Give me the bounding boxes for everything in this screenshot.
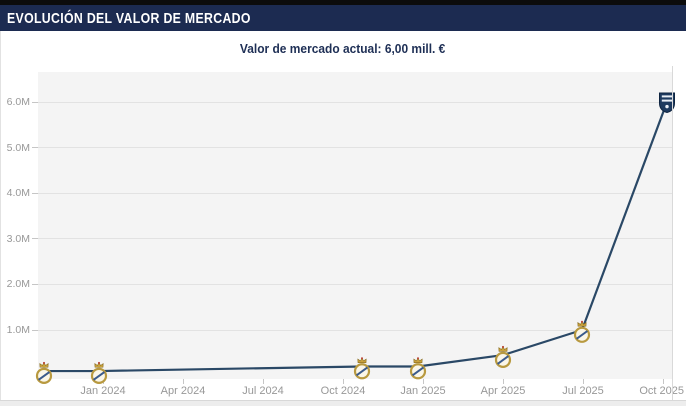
x-axis-label: Jan 2024 (80, 385, 126, 397)
markers-layer (35, 92, 675, 384)
data-point-real-madrid-crest-icon[interactable] (494, 344, 512, 368)
plot-area (38, 72, 672, 379)
widget-left-border (0, 31, 1, 400)
y-gridline (38, 101, 672, 103)
data-point-real-madrid-crest-icon[interactable] (353, 356, 371, 380)
y-axis-label: 2.0M (6, 278, 30, 291)
x-axis-tick (502, 379, 504, 384)
y-axis-label: 1.0M (6, 324, 30, 336)
x-axis-tick (662, 379, 664, 384)
y-gridline (38, 238, 672, 240)
x-axis-label: Jan 2025 (400, 385, 446, 397)
bottom-strip (0, 400, 686, 406)
x-axis-tick (422, 379, 424, 384)
y-axis-label: 5.0M (6, 141, 30, 154)
data-point-real-madrid-crest-icon[interactable] (35, 360, 53, 384)
current-value-text: Valor de mercado actual: 6,00 mill. € (240, 41, 446, 56)
y-axis-label: 4.0M (6, 187, 30, 200)
widget-title: EVOLUCIÓN DEL VALOR DE MERCADO (7, 9, 251, 27)
x-axis-tick (262, 379, 264, 384)
x-axis-label: Apr 2025 (480, 385, 526, 397)
x-axis-tick (182, 379, 184, 384)
x-axis-label: Jul 2025 (562, 385, 604, 397)
y-gridline (38, 192, 672, 194)
y-axis-tick (32, 329, 38, 331)
current-value-caption: Valor de mercado actual: 6,00 mill. € (0, 41, 686, 56)
y-axis-tick (32, 147, 38, 149)
data-point-real-madrid-crest-icon[interactable] (409, 356, 427, 380)
y-axis-tick (32, 101, 38, 103)
data-point-real-madrid-crest-icon[interactable] (573, 319, 591, 343)
top-strip (0, 0, 686, 5)
y-gridline (38, 329, 672, 331)
data-point-real-madrid-crest-icon[interactable] (90, 360, 108, 384)
x-axis-label: Oct 2024 (320, 385, 366, 397)
y-axis-label: 6.0M (6, 96, 30, 108)
x-axis-tick (342, 379, 344, 384)
x-axis-label: Jul 2024 (242, 385, 284, 397)
x-axis-tick (582, 379, 584, 384)
x-axis-label: Apr 2024 (160, 385, 206, 397)
y-axis-tick (32, 283, 38, 285)
widget-header: EVOLUCIÓN DEL VALOR DE MERCADO (0, 5, 686, 31)
y-axis-tick (32, 192, 38, 194)
y-axis-label: 3.0M (6, 232, 30, 245)
market-value-line (44, 101, 669, 373)
chart-right-border (672, 66, 673, 400)
y-axis-tick (32, 238, 38, 240)
y-gridline (38, 147, 672, 149)
y-gridline (38, 283, 672, 285)
